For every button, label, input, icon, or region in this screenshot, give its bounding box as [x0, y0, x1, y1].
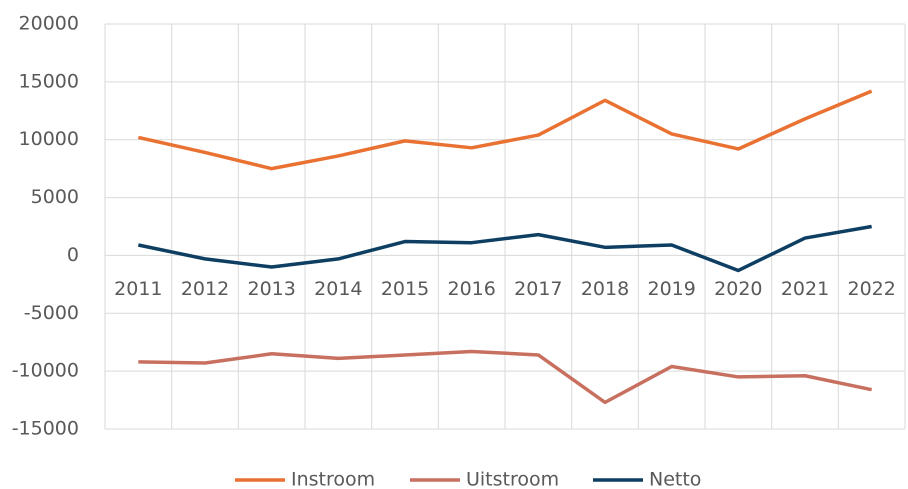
y-tick-label: -10000 [12, 360, 79, 382]
x-tick-label: 2022 [847, 278, 895, 300]
x-tick-label: 2015 [381, 278, 429, 300]
legend-label: Netto [649, 469, 701, 489]
legend-label: Uitstroom [466, 469, 559, 489]
series-line [137, 89, 873, 171]
x-tick-label: 2016 [447, 278, 495, 300]
x-tick-label: 2014 [314, 278, 362, 300]
y-tick-label: 0 [67, 244, 79, 266]
x-tick-label: 2013 [247, 278, 295, 300]
series-line [137, 224, 872, 273]
y-tick-label: 15000 [19, 70, 79, 92]
x-tick-label: 2012 [181, 278, 229, 300]
y-tick-label: 5000 [31, 186, 79, 208]
y-tick-label: 20000 [19, 13, 79, 35]
x-tick-label: 2018 [581, 278, 629, 300]
y-tick-label: -15000 [12, 418, 79, 440]
x-tick-label: 2011 [114, 278, 162, 300]
x-tick-label: 2017 [514, 278, 562, 300]
x-tick-label: 2020 [714, 278, 762, 300]
y-tick-label: -5000 [24, 302, 79, 324]
y-tick-label: 10000 [19, 128, 79, 150]
x-tick-label: 2021 [781, 278, 829, 300]
series-line [138, 349, 873, 405]
x-tick-label: 2019 [647, 278, 695, 300]
legend-label: Instroom [291, 469, 375, 489]
